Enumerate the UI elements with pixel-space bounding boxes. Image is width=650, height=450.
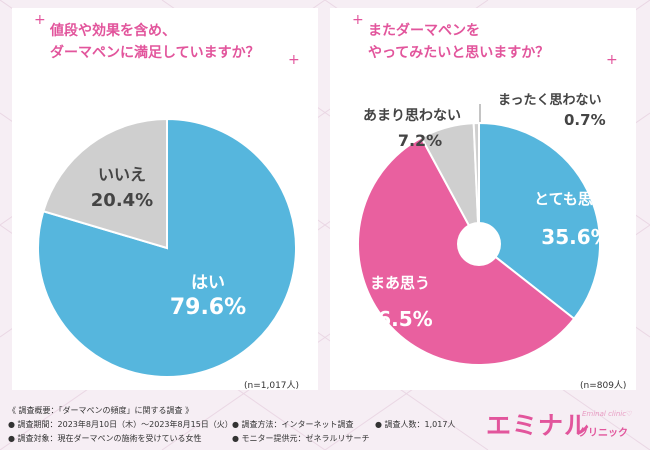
slice-value-1-0: 35.6% bbox=[541, 225, 610, 249]
slice-label-1-0: とても思う bbox=[534, 190, 608, 208]
slice-value-1-2: 7.2% bbox=[398, 131, 442, 150]
slice-label-1-3: まったく思わない bbox=[498, 93, 601, 108]
pie-slice-1-0 bbox=[478, 121, 601, 321]
right-n-label: (n=809人) bbox=[580, 381, 627, 391]
pie-slice-1-3 bbox=[472, 121, 480, 245]
slice-label-0-0: はい bbox=[191, 273, 225, 293]
right-panel: + + またダーマペンを やってみたいと思いますか？ とても思う 35.6% まあ思… bbox=[330, 8, 636, 391]
survey-footer: 《 調査概要：「ダーマペンの頻度」に関する調査 》 ● 調査期間：2023年8月… bbox=[0, 395, 650, 450]
slice-value-0-1: 20.4% bbox=[91, 190, 153, 211]
left-n-label: (n=1,017人) bbox=[244, 381, 300, 391]
sparkle-icon: + bbox=[606, 52, 618, 68]
sparkle-icon: + bbox=[34, 12, 46, 28]
brand-logo-tag: Eminal clinic♡ bbox=[582, 410, 633, 418]
survey-target: ● 調査対象：現在ダーマペンの施術を受けている女性 bbox=[8, 434, 202, 443]
slice-label-0-1: いいえ bbox=[98, 165, 146, 184]
slice-value-1-1: 56.5% bbox=[363, 307, 432, 331]
pie-slice-0-0 bbox=[37, 117, 297, 378]
slice-value-1-3: 0.7% bbox=[564, 111, 606, 129]
left-question-title: 値段や効果を含め、 ダーマペンに満足していますか？ bbox=[50, 23, 260, 61]
slice-label-1-1: まあ思う bbox=[370, 274, 430, 292]
sparkle-icon: + bbox=[352, 12, 364, 28]
pie-center-hole bbox=[457, 222, 501, 266]
brand-logo-sub: クリニック bbox=[578, 428, 628, 439]
sparkle-icon: + bbox=[288, 52, 300, 68]
slice-label-1-2: あまり思わない bbox=[363, 108, 461, 124]
slice-value-0-0: 79.6% bbox=[170, 295, 246, 320]
survey-summary: 《 調査概要：「ダーマペンの頻度」に関する調査 》 bbox=[8, 406, 194, 415]
pie-slice-0-1 bbox=[42, 117, 168, 250]
right-pie-chart: とても思う 35.6% まあ思う 56.5% あまり思わない 7.2% まったく思わない 0.… bbox=[357, 93, 611, 366]
survey-provider: ● モニター提供元：ゼネラルリサーチ bbox=[232, 434, 370, 443]
right-question-title: またダーマペンを やってみたいと思いますか？ bbox=[368, 23, 550, 61]
survey-method: ● 調査方法：インターネット調査 bbox=[232, 420, 354, 429]
brand-logo: エミナル bbox=[486, 411, 591, 440]
survey-count: ● 調査人数：1,017人 bbox=[375, 420, 456, 429]
survey-period: ● 調査期間：2023年8月10日（木）〜2023年8月15日（火） bbox=[8, 420, 233, 429]
left-panel: + + 値段や効果を含め、 ダーマペンに満足していますか？ はい 79.6% いいえ… bbox=[12, 8, 318, 391]
